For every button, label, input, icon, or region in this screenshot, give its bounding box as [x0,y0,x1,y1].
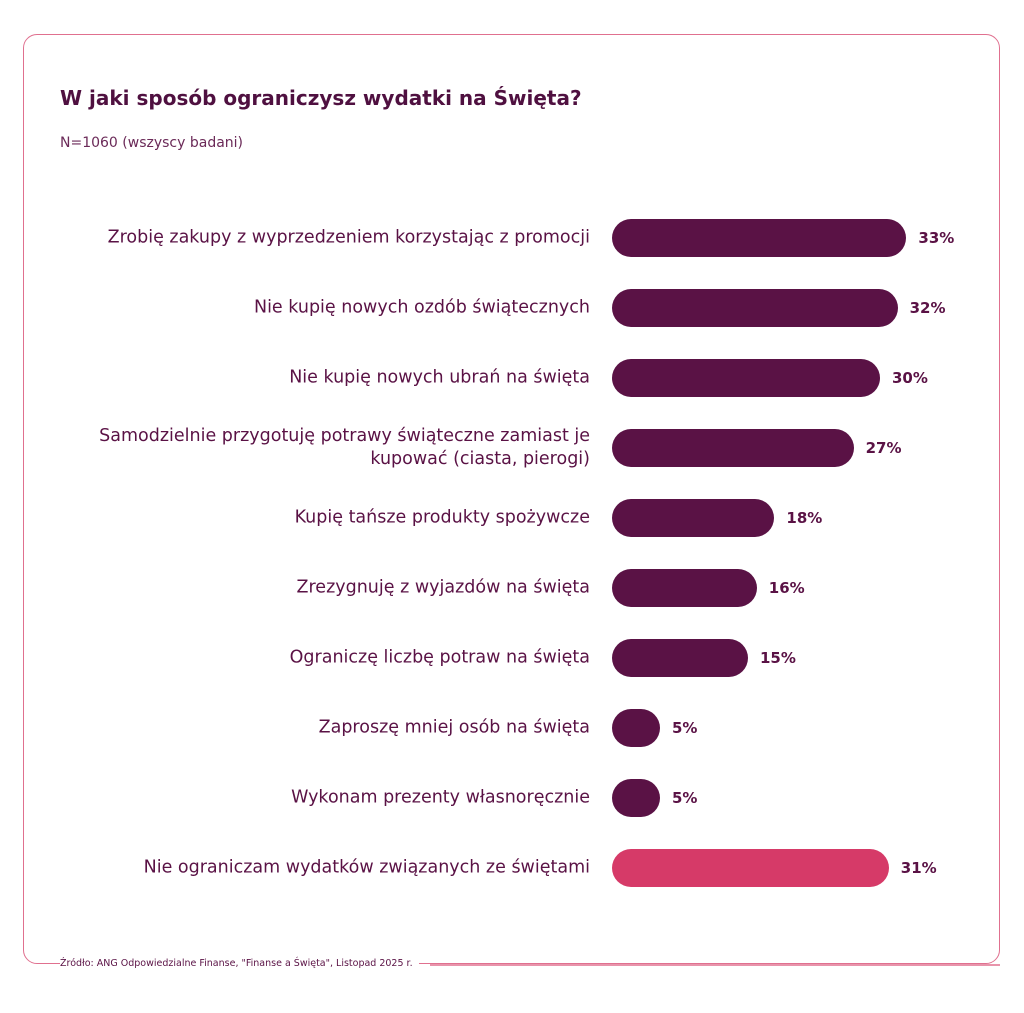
bar-row: Nie kupię nowych ubrań na święta 30% [0,358,1024,398]
category-label: Kupię tańsze produkty spożywcze [295,507,590,530]
category-label-line: Kupię tańsze produkty spożywcze [294,507,590,528]
bar-row: Zaproszę mniej osób na święta 5% [0,708,1024,748]
bar [612,779,660,817]
category-label: Ograniczę liczbę potraw na święta [290,647,590,670]
value-label: 33% [918,229,955,247]
bar [612,499,775,537]
category-label-line: Nie ograniczam wydatków związanych ze św… [143,857,590,878]
category-label: Samodzielnie przygotuję potrawy świątecz… [99,425,590,471]
category-label: Nie kupię nowych ozdób świątecznych [254,297,590,320]
category-label-line: Zrezygnuję z wyjazdów na święta [296,577,591,598]
bar-row: Samodzielnie przygotuję potrawy świątecz… [0,425,1024,471]
bar-row: Zrobię zakupy z wyprzedzeniem korzystają… [0,218,1024,258]
category-label: Nie ograniczam wydatków związanych ze św… [144,857,590,880]
category-label: Zrobię zakupy z wyprzedzeniem korzystają… [108,227,590,250]
bar-row: Kupię tańsze produkty spożywcze 18% [0,498,1024,538]
source-divider [430,964,1000,966]
category-label: Wykonam prezenty własnoręcznie [291,787,590,810]
value-label: 5% [672,789,698,807]
category-label: Zrezygnuję z wyjazdów na święta [297,577,591,600]
bar [612,219,907,257]
bar [612,289,898,327]
category-label: Nie kupię nowych ubrań na święta [289,367,590,390]
category-label-line: kupować (ciasta, pierogi) [370,449,590,469]
value-label: 15% [760,649,796,667]
value-label: 32% [909,299,946,317]
category-label-line: Samodzielnie przygotuję potrawy świątecz… [99,426,590,446]
value-label: 16% [768,579,805,597]
chart-title: W jaki sposób ograniczysz wydatki na Świ… [60,86,582,110]
category-label-line: Zaproszę mniej osób na święta [318,717,590,738]
bar-row: Zrezygnuję z wyjazdów na święta 16% [0,568,1024,608]
value-label: 18% [786,509,823,527]
value-label: 30% [892,369,928,387]
category-label-line: Nie kupię nowych ubrań na święta [289,367,590,388]
bar-row: Nie kupię nowych ozdób świątecznych 32% [0,288,1024,328]
category-label-line: Zrobię zakupy z wyprzedzeniem korzystają… [107,227,590,248]
category-label: Zaproszę mniej osób na święta [319,717,590,740]
chart-frame [23,34,1000,964]
category-label-line: Ograniczę liczbę potraw na święta [289,647,590,668]
value-label: 27% [865,439,902,457]
bar [612,429,854,467]
source-note: Źródło: ANG Odpowiedzialne Finanse, "Fin… [60,958,419,969]
bar [612,849,889,887]
value-label: 5% [672,719,698,737]
bar-row: Nie ograniczam wydatków związanych ze św… [0,848,1024,888]
bar-row: Ograniczę liczbę potraw na święta 15% [0,638,1024,678]
bar [612,639,748,677]
bar-row: Wykonam prezenty własnoręcznie 5% [0,778,1024,818]
category-label-line: Nie kupię nowych ozdób świątecznych [253,297,590,318]
chart-subtitle: N=1060 (wszyscy badani) [60,135,244,151]
category-label-line: Wykonam prezenty własnoręcznie [291,787,590,808]
bar [612,359,880,397]
bar [612,709,660,747]
bar [612,569,757,607]
value-label: 31% [900,859,937,877]
